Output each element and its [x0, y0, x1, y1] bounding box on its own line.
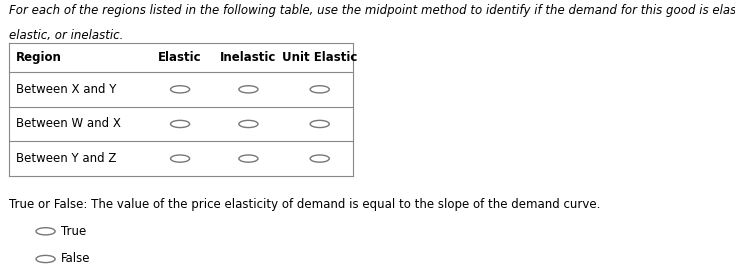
Text: For each of the regions listed in the following table, use the midpoint method t: For each of the regions listed in the fo…	[9, 4, 735, 17]
Text: Region: Region	[16, 51, 62, 64]
Text: Between X and Y: Between X and Y	[16, 83, 117, 96]
Text: True or False: The value of the price elasticity of demand is equal to the slope: True or False: The value of the price el…	[9, 198, 600, 211]
Text: Unit Elastic: Unit Elastic	[282, 51, 357, 64]
Text: Elastic: Elastic	[158, 51, 202, 64]
Text: True: True	[61, 225, 86, 238]
Text: elastic, or inelastic.: elastic, or inelastic.	[9, 29, 123, 42]
Text: Between W and X: Between W and X	[16, 117, 121, 130]
Text: Between Y and Z: Between Y and Z	[16, 152, 117, 165]
Text: Inelastic: Inelastic	[220, 51, 276, 64]
Text: False: False	[61, 253, 90, 265]
